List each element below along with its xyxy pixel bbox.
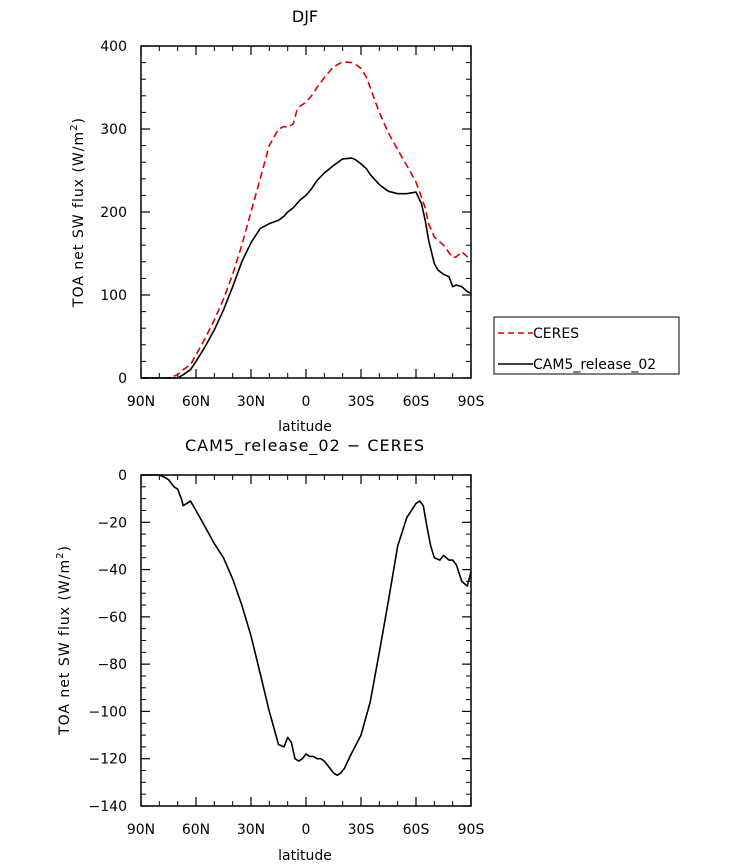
legend-label-ceres: CERES (533, 326, 579, 342)
bot-xtick-label: 90N (127, 822, 155, 838)
bottom-ticks (140, 474, 472, 807)
top-series-ceres (141, 60, 472, 379)
bottom-chart: CAM5_release_02 − CERES 0 −20 −40 −60 −80 −10… (55, 436, 484, 864)
top-y-axis-title-close: ) (71, 117, 87, 123)
top-xtick-label: 60S (403, 394, 430, 410)
bottom-plot-frame (140, 474, 472, 807)
bottom-y-axis-title-main: TOA net SW flux (W/m (57, 559, 73, 736)
top-y-axis-title-main: TOA net SW flux (W/m (71, 131, 87, 308)
top-chart-title: DJF (292, 7, 318, 26)
bot-ytick-label: −120 (89, 752, 127, 768)
top-series-group (141, 60, 472, 379)
top-y-axis-title: TOA net SW flux (W/m2) (69, 117, 87, 308)
top-xtick-label: 90N (127, 394, 155, 410)
top-chart: DJF 0 100 200 300 400 90N 60N 30N 0 30S 60S 90S la… (69, 7, 484, 435)
top-ytick-labels: 0 100 200 300 400 (100, 39, 127, 387)
bot-xtick-label: 30N (237, 822, 265, 838)
bot-xtick-label: 90S (458, 822, 485, 838)
bottom-x-axis-title: latitude (278, 848, 332, 864)
legend-label-cam5: CAM5_release_02 (533, 357, 656, 373)
bot-xtick-label: 30S (348, 822, 375, 838)
top-xtick-label: 30S (348, 394, 375, 410)
top-ytick-label: 200 (100, 205, 127, 221)
bottom-series-group (141, 474, 472, 777)
bot-ytick-label: −40 (97, 563, 127, 579)
top-x-axis-title: latitude (278, 419, 332, 435)
bot-series-cam5-release-02-ceres (141, 474, 472, 777)
bot-ytick-label: −60 (97, 610, 127, 626)
top-ticks (140, 45, 472, 379)
bottom-y-axis-title-close: ) (57, 545, 73, 551)
bottom-ytick-labels: 0 −20 −40 −60 −80 −100 −120 −140 (89, 468, 127, 815)
top-plot-frame (140, 45, 472, 379)
top-ytick-label: 0 (118, 371, 127, 387)
bottom-y-axis-title: TOA net SW flux (W/m2) (55, 545, 73, 736)
top-xtick-label: 30N (237, 394, 265, 410)
top-xtick-label: 60N (182, 394, 210, 410)
top-ytick-label: 100 (100, 288, 127, 304)
bottom-y-axis-title-sup: 2 (55, 552, 66, 559)
legend: CERES CAM5_release_02 (493, 316, 680, 375)
bot-ytick-label: −20 (97, 515, 127, 531)
top-xtick-label: 0 (302, 394, 311, 410)
bot-ytick-label: −100 (89, 704, 127, 720)
top-xtick-label: 90S (458, 394, 485, 410)
top-y-axis-title-sup: 2 (69, 124, 80, 131)
bot-xtick-label: 60S (403, 822, 430, 838)
top-series-cam5-release-02 (141, 157, 472, 379)
bottom-xtick-labels: 90N 60N 30N 0 30S 60S 90S (127, 822, 485, 838)
top-xtick-labels: 90N 60N 30N 0 30S 60S 90S (127, 394, 485, 410)
bot-xtick-label: 0 (302, 822, 311, 838)
bot-ytick-label: 0 (118, 468, 127, 484)
bottom-chart-title: CAM5_release_02 − CERES (185, 436, 425, 456)
bot-xtick-label: 60N (182, 822, 210, 838)
bot-ytick-label: −140 (89, 799, 127, 815)
bot-ytick-label: −80 (97, 657, 127, 673)
top-ytick-label: 400 (100, 39, 127, 55)
top-ytick-label: 300 (100, 122, 127, 138)
